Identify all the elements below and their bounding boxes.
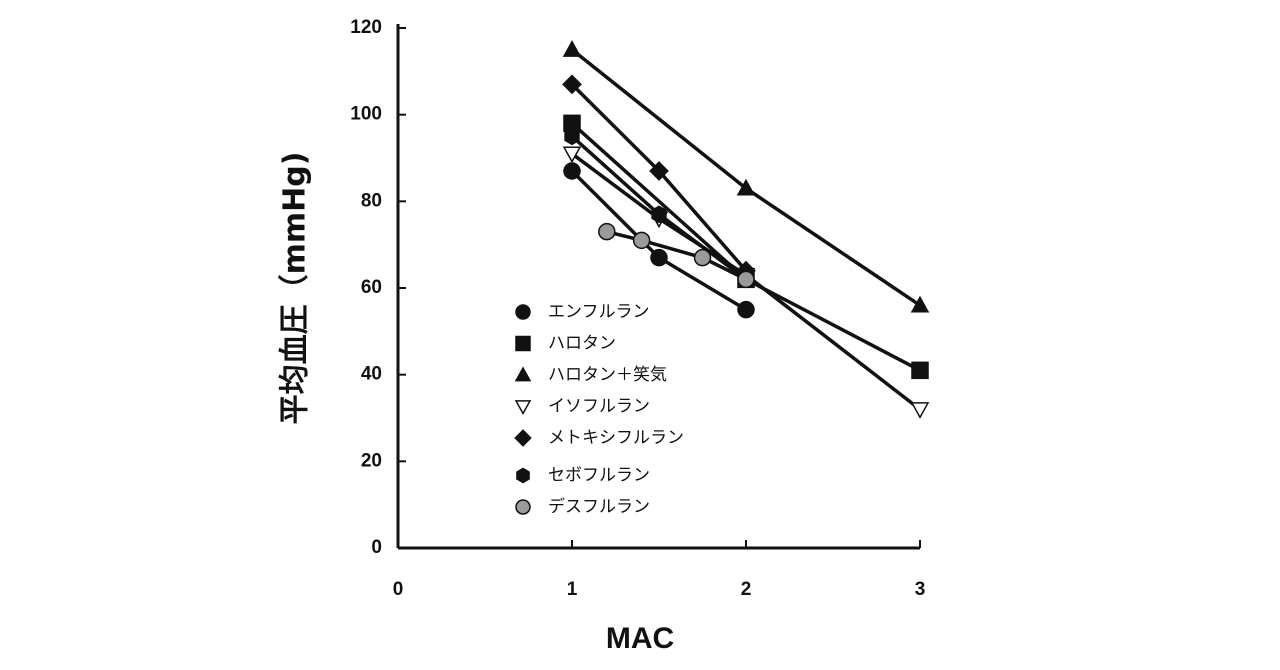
legend-label: セボフルラン bbox=[548, 466, 650, 486]
legend-label: ハロタン bbox=[548, 334, 616, 354]
marker bbox=[632, 231, 651, 250]
legend-marker bbox=[515, 499, 531, 515]
series-line bbox=[606, 229, 747, 281]
marker bbox=[598, 222, 616, 241]
y-tick-label: 0 bbox=[371, 537, 382, 558]
y-tick-label: 120 bbox=[350, 17, 382, 38]
x-tick-label: 0 bbox=[393, 579, 404, 600]
marker bbox=[562, 146, 582, 164]
series-line bbox=[570, 122, 921, 372]
legend-label: エンフルラン bbox=[548, 302, 650, 322]
marker bbox=[737, 300, 755, 319]
legend-marker bbox=[514, 366, 532, 382]
legend-marker bbox=[515, 335, 531, 352]
legend-label: イソフルラン bbox=[548, 397, 650, 417]
legend-label: ハロタン＋笑気 bbox=[548, 365, 667, 385]
marker bbox=[736, 178, 756, 196]
y-axis-label: 平均血圧（mmHg) bbox=[278, 152, 313, 425]
marker bbox=[737, 270, 755, 289]
y-tick-label: 40 bbox=[361, 364, 382, 385]
x-tick-label: 1 bbox=[567, 579, 578, 600]
marker bbox=[562, 40, 582, 57]
x-axis-label: MAC bbox=[606, 622, 674, 655]
marker bbox=[562, 74, 582, 95]
marker bbox=[693, 248, 712, 267]
legend-label: メトキシフルラン bbox=[548, 428, 684, 448]
marker bbox=[563, 162, 581, 180]
marker bbox=[911, 361, 929, 380]
marker bbox=[910, 295, 930, 313]
legend-marker bbox=[514, 429, 532, 447]
x-tick-label: 3 bbox=[915, 579, 926, 600]
legend-marker bbox=[515, 304, 531, 320]
legend-label: デスフルラン bbox=[548, 496, 650, 517]
legend-marker bbox=[514, 400, 532, 416]
y-tick-label: 20 bbox=[361, 450, 382, 471]
marker bbox=[650, 248, 668, 267]
legend-marker bbox=[516, 467, 530, 484]
marker bbox=[910, 402, 930, 419]
y-tick-label: 100 bbox=[350, 104, 382, 125]
marker bbox=[564, 127, 580, 146]
y-tick-label: 80 bbox=[361, 190, 382, 211]
y-tick-label: 60 bbox=[361, 277, 382, 298]
marker bbox=[649, 161, 669, 181]
marker bbox=[651, 205, 667, 224]
x-tick-label: 2 bbox=[741, 579, 752, 600]
